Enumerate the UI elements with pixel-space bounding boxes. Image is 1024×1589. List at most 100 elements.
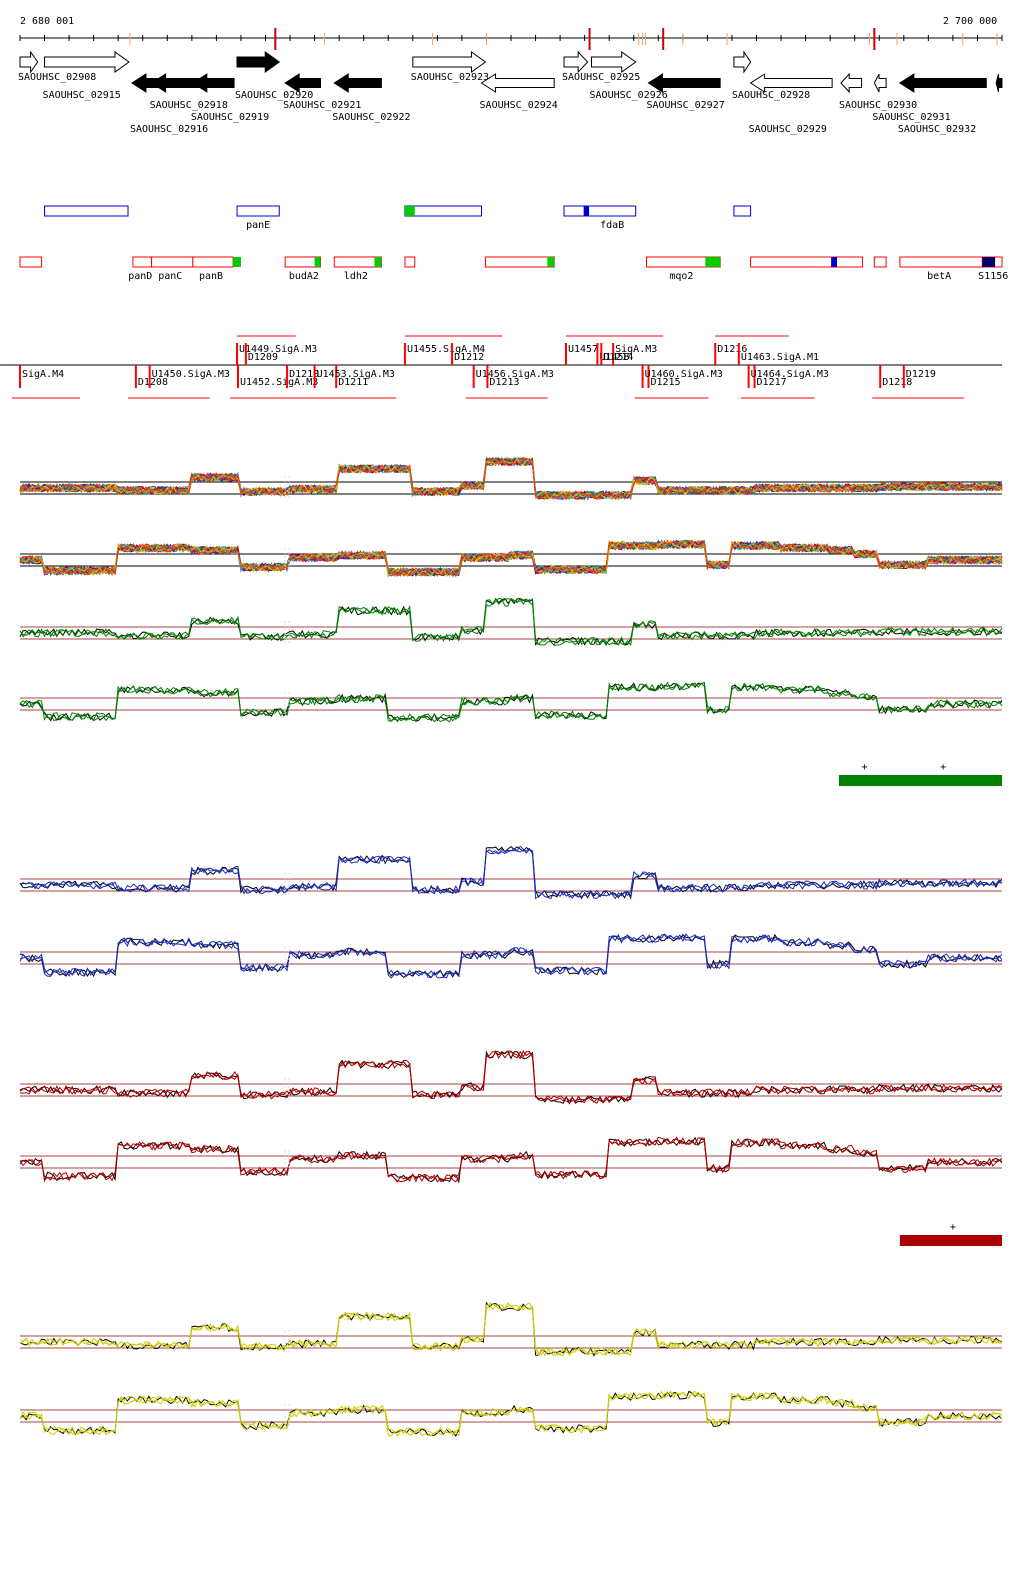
gene-arrow [44,51,130,73]
gene-label: SAOUHSC_02916 [130,124,208,135]
gene-arrow [873,73,887,93]
yellow-bottom-series-line [19,1390,1003,1437]
upper-segment-label: U1457 [568,344,598,355]
feature-label: panC [158,271,182,282]
gene-arrow [733,50,752,74]
blue-top-series-line [19,845,1003,900]
forward-feature-box [44,205,129,217]
lower-segment-label: D1219 [906,369,936,380]
gene-arrow [749,73,833,93]
lower-segment-label: D1215 [650,377,680,388]
upper-segment-label: D1209 [248,352,278,363]
yellow-top-series-line [19,1301,1003,1357]
blue-bottom-series-line [19,933,1003,979]
forward-feature-box [733,205,752,217]
reverse-feature-box [899,256,983,268]
upper-segment-label: U1449.SigA.M3 [239,344,317,355]
lower-segment-label: D1213 [489,377,519,388]
gene-arrow [480,73,555,93]
lower-segment-label: U1456.SigA.M3 [476,369,554,380]
multi-bottom-series-line [19,540,1003,577]
gene-label: SAOUHSC_02931 [872,112,950,123]
gene-arrow [840,72,863,94]
gene-label: SAOUHSC_02928 [732,90,810,101]
red-bottom-series-line [19,1136,1003,1184]
lower-segment-label: U1464.SigA.M3 [751,369,829,380]
gene-label: SAOUHSC_02915 [43,90,121,101]
reverse-feature-box [873,256,887,268]
ruler-end-label: 2 700 000 [943,16,997,27]
gene-arrow [412,51,487,73]
feature-label: betA [927,271,951,282]
green-bottom-series-line [19,681,1003,723]
lower-segment-label: D1218 [882,377,912,388]
feature-highlight [233,257,241,267]
feature-highlight [982,257,996,267]
lower-segment-label: U1453.SigA.M3 [317,369,395,380]
feature-label: mqo2 [669,271,693,282]
gene-label: SAOUHSC_02927 [646,100,724,111]
gene-label: SAOUHSC_02923 [411,72,489,83]
coordinate-ruler: 2 680 001 2 700 000 [19,16,1003,50]
green-top-series-line [19,597,1003,646]
lower-segment-label: D1211 [338,377,368,388]
feature-highlight [705,257,721,267]
gene-arrow [236,51,281,73]
feature-highlight [583,206,589,216]
lower-segment-label: D1208 [138,377,168,388]
gene-label: SAOUHSC_02930 [839,100,917,111]
upper-segment-label: SigA.M3 [615,344,657,355]
multi-bottom-series-line [19,540,1003,577]
lower-segment-label: D1217 [757,377,787,388]
forward-feature-box [588,205,637,217]
gene-arrow [647,73,721,93]
reverse-feature-box [646,256,721,268]
feature-label: ldh2 [344,271,368,282]
feature-highlight [374,257,382,267]
expression-tracks: + + + [19,456,1003,1438]
green-track-bar [838,775,1002,786]
gene-arrow [563,50,589,74]
reverse-feature-box [151,256,194,268]
lower-segment-label: SigA.M4 [22,369,64,380]
green-track-plus-mark: + [862,762,868,773]
reverse-feature-box [132,256,153,268]
red-track-plus-mark: + [950,1222,956,1233]
gene-arrow [333,73,382,93]
gene-label: SAOUHSC_02925 [562,72,640,83]
feature-highlight [314,257,321,267]
reverse-feature-box [750,256,864,268]
multi-top-series-line [19,457,1003,501]
gene-label: SAOUHSC_02926 [590,90,668,101]
feature-highlight [831,257,838,267]
reverse-feature-box [333,256,382,268]
ruler-ticks [19,28,1003,50]
gene-track: SAOUHSC_02908SAOUHSC_02915SAOUHSC_02916S… [18,50,1003,135]
green-track-plus-mark: + [940,762,946,773]
gene-label: SAOUHSC_02922 [332,112,410,123]
upper-segment-label: U1455.SigA.M4 [407,344,485,355]
blue-top-series-line [19,845,1003,900]
ruler-start-label: 2 680 001 [20,16,74,27]
red-bottom-series-line [19,1137,1003,1183]
gene-label: SAOUHSC_02920 [235,90,313,101]
gene-label: SAOUHSC_02929 [749,124,827,135]
gene-arrow [898,73,987,93]
gene-label: SAOUHSC_02919 [191,112,269,123]
upper-segment-label: U1458 [599,352,629,363]
feature-label: budA2 [289,271,319,282]
reverse-feature-box [19,256,43,268]
feature-label: panB [199,271,223,282]
blue-bottom-series-line [19,933,1003,979]
feature-label: panE [246,220,270,231]
gene-arrow [19,50,39,74]
red-top-series-line [19,1050,1003,1104]
forward-feature-box [404,205,483,217]
gene-label: SAOUHSC_02918 [150,100,228,111]
feature-label: fdaB [600,220,624,231]
feature-highlight [547,257,555,267]
lower-segment-label: D1210 [289,369,319,380]
gene-arrow [284,73,321,93]
